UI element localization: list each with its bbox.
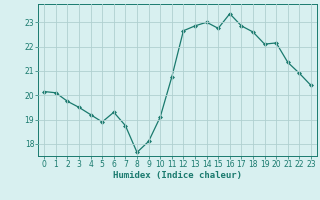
X-axis label: Humidex (Indice chaleur): Humidex (Indice chaleur) xyxy=(113,171,242,180)
